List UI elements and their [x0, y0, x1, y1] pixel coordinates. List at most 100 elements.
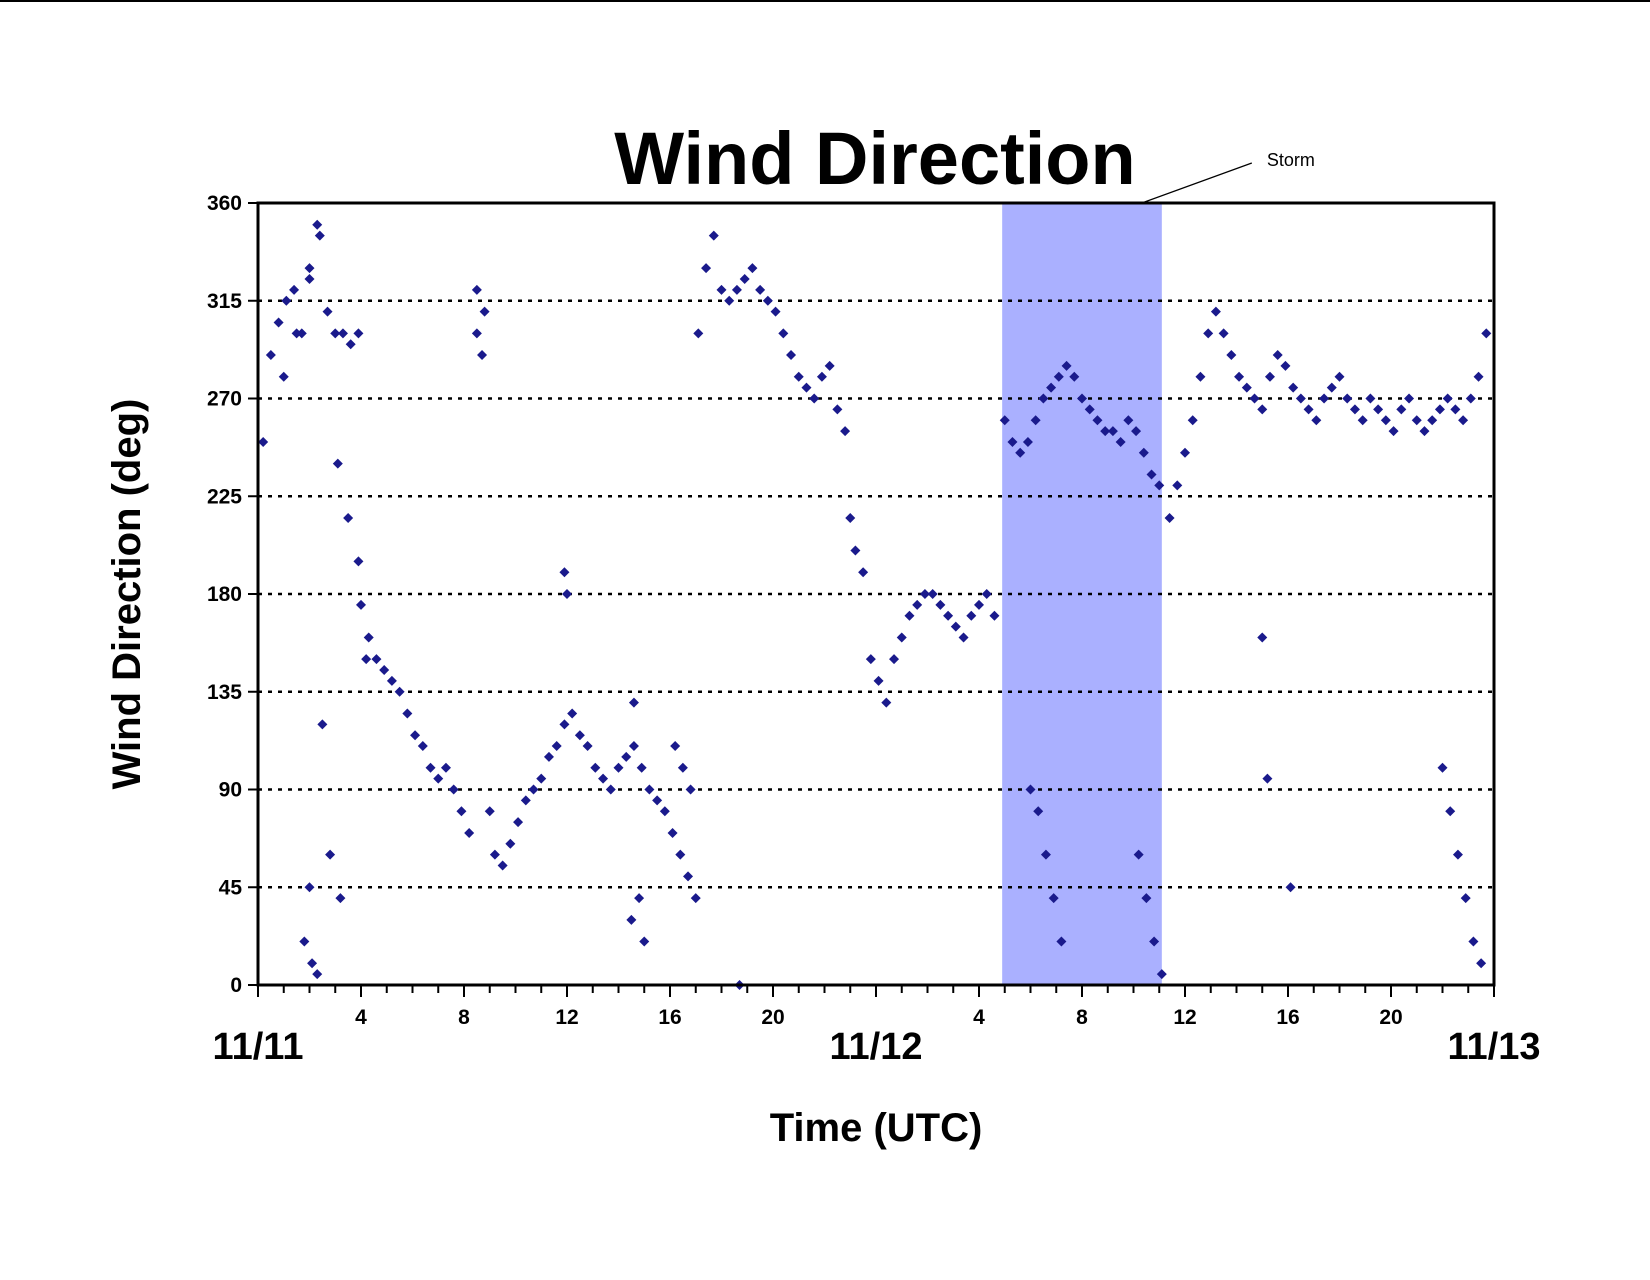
data-point: [332, 458, 343, 469]
data-point: [1442, 393, 1453, 404]
data-point: [1257, 632, 1268, 643]
data-point: [425, 762, 436, 773]
data-point: [724, 295, 735, 306]
data-point: [605, 784, 616, 795]
data-point: [816, 371, 827, 382]
data-point: [440, 762, 451, 773]
data-point: [981, 589, 992, 599]
data-point: [299, 936, 310, 947]
data-point: [912, 599, 923, 610]
data-point: [652, 795, 663, 806]
data-point: [273, 317, 284, 328]
data-point: [1056, 936, 1067, 947]
data-point: [778, 328, 789, 339]
x-date-label: 11/13: [1448, 1026, 1541, 1068]
data-point: [258, 436, 269, 447]
data-point: [974, 599, 984, 610]
data-point: [1123, 415, 1134, 426]
data-point: [1404, 393, 1415, 404]
y-tick-label: 0: [230, 974, 242, 997]
data-point: [1249, 393, 1260, 404]
data-point: [1069, 371, 1080, 382]
data-point: [786, 350, 797, 361]
data-point: [1445, 806, 1456, 817]
x-tick-label: 8: [1076, 1006, 1088, 1029]
data-point: [322, 306, 333, 317]
data-point: [1210, 306, 1221, 317]
data-point: [1288, 382, 1299, 393]
data-point: [345, 339, 356, 350]
data-point: [559, 719, 570, 730]
data-point: [1452, 849, 1463, 860]
data-point: [1411, 415, 1422, 426]
data-point: [881, 697, 892, 708]
data-point: [739, 274, 750, 285]
y-tick-label: 90: [219, 779, 242, 802]
storm-callout-line: [1141, 162, 1253, 204]
chart-title: Wind Direction: [614, 117, 1135, 200]
data-point: [361, 654, 372, 665]
y-axis: 0 45 90 135 180 225 270 315 360: [207, 192, 258, 997]
data-point: [335, 893, 346, 904]
data-point: [536, 773, 547, 784]
data-point: [1115, 436, 1126, 447]
data-point: [1138, 447, 1149, 458]
data-point: [543, 751, 554, 762]
data-point: [1342, 393, 1353, 404]
data-point: [312, 219, 323, 230]
data-point: [1419, 426, 1430, 437]
data-point: [1465, 393, 1476, 404]
data-point: [456, 806, 467, 817]
data-point: [1450, 404, 1461, 415]
data-point: [1373, 404, 1384, 415]
data-point: [1458, 415, 1469, 426]
data-point: [762, 295, 773, 306]
data-point: [755, 284, 766, 295]
data-point: [1048, 893, 1059, 904]
data-point: [479, 306, 490, 317]
data-point: [296, 328, 307, 339]
data-point: [1149, 936, 1160, 947]
data-point: [1473, 371, 1484, 382]
data-point: [716, 284, 727, 295]
data-point: [489, 849, 500, 860]
data-point: [935, 599, 946, 610]
data-point: [307, 958, 318, 969]
x-date-label: 11/12: [830, 1026, 923, 1068]
data-point: [685, 784, 696, 795]
data-point: [683, 871, 694, 882]
data-point: [1257, 404, 1268, 415]
x-tick-label: 12: [1173, 1006, 1196, 1029]
data-point: [471, 328, 482, 339]
data-point: [314, 230, 325, 241]
data-point: [1040, 849, 1051, 860]
data-point: [1295, 393, 1306, 404]
data-point: [363, 632, 374, 643]
data-point: [1180, 447, 1190, 458]
x-tick-label: 16: [1276, 1006, 1299, 1029]
data-point: [1022, 436, 1033, 447]
data-point: [1146, 469, 1157, 480]
data-point: [989, 610, 1000, 621]
data-point: [896, 632, 907, 643]
data-point: [1133, 849, 1144, 860]
x-axis: 4 8 12 16 20 4 8 12 16 20 11/11 11/12 11/13: [213, 985, 1541, 1068]
data-point: [701, 263, 712, 274]
data-point: [1053, 371, 1064, 382]
data-point: [621, 751, 632, 762]
data-point: [528, 784, 539, 795]
data-point: [394, 686, 405, 697]
data-point: [1264, 371, 1275, 382]
x-tick-label: 20: [761, 1006, 784, 1029]
y-axis-title: Wind Direction (deg): [105, 399, 149, 790]
data-point: [304, 274, 315, 285]
data-point: [1303, 404, 1314, 415]
data-point: [840, 426, 851, 437]
data-point: [832, 404, 843, 415]
data-point: [1460, 893, 1471, 904]
data-point: [958, 632, 969, 643]
data-point: [304, 882, 315, 893]
data-point: [999, 415, 1010, 426]
data-point: [386, 675, 397, 686]
data-point: [1365, 393, 1376, 404]
